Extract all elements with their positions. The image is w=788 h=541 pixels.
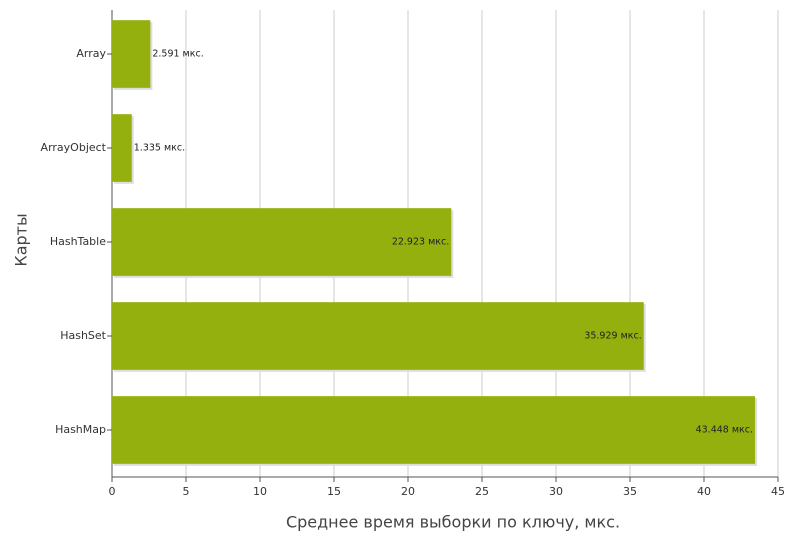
x-tick-label: 45: [771, 485, 785, 498]
y-tick-label: Array: [76, 47, 106, 60]
y-tick-label: ArrayObject: [41, 141, 107, 154]
value-label: 1.335 мкс.: [134, 143, 185, 154]
bar: [112, 20, 151, 88]
value-label: 2.591 мкс.: [152, 49, 203, 60]
x-tick-label: 40: [697, 485, 711, 498]
x-tick-label: 0: [109, 485, 116, 498]
value-label: 22.923 мкс.: [392, 237, 449, 248]
x-tick-label: 5: [183, 485, 190, 498]
y-tick-label: HashSet: [60, 329, 106, 342]
x-tick-label: 30: [549, 485, 563, 498]
y-tick-label: HashTable: [50, 235, 106, 248]
x-tick-label: 35: [623, 485, 637, 498]
x-tick-label: 10: [253, 485, 267, 498]
x-axis-title: Среднее время выборки по ключу, мкс.: [286, 513, 620, 532]
value-label: 43.448 мкс.: [696, 425, 753, 436]
value-label: 35.929 мкс.: [584, 331, 641, 342]
y-tick-label: HashMap: [55, 423, 106, 436]
bar: [112, 114, 132, 182]
bar: [112, 302, 644, 370]
x-tick-label: 25: [475, 485, 489, 498]
y-axis-title: Карты: [12, 213, 31, 266]
x-tick-label: 20: [401, 485, 415, 498]
bar: [112, 396, 756, 464]
x-tick-label: 15: [327, 485, 341, 498]
bar: [112, 208, 452, 276]
